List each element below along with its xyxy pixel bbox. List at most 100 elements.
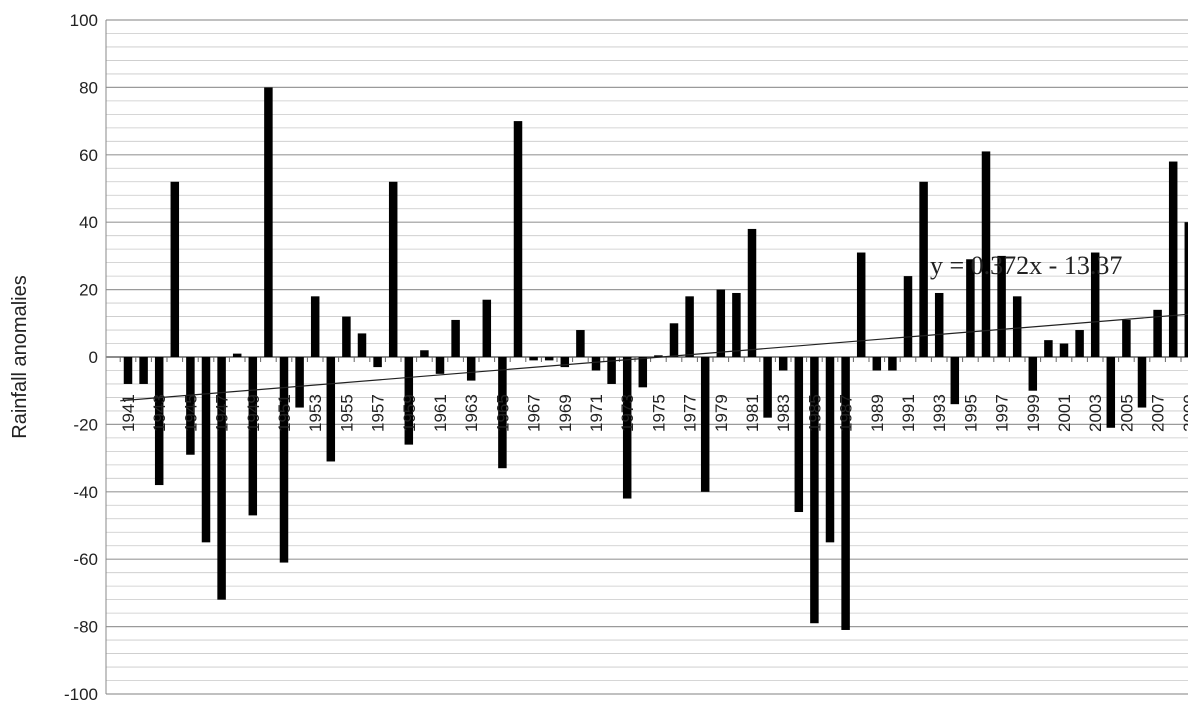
bar-1953	[310, 296, 320, 357]
bar-1977	[685, 296, 694, 357]
bar-1989	[872, 357, 882, 371]
y-tick-label: -20	[73, 415, 98, 434]
bar-2000	[1044, 340, 1053, 357]
x-tick-label: 1961	[431, 394, 450, 432]
bar-1970	[576, 330, 585, 357]
y-tick-label: 100	[70, 11, 98, 30]
x-tick-label: 1989	[868, 394, 887, 432]
bars	[123, 87, 1188, 630]
x-tick-labels: 1941 1943 1945 1947 1949 1951 1953 1955 1957 1959…	[119, 394, 1188, 432]
x-tick-label: 1943	[150, 394, 169, 432]
bar-2005	[1122, 319, 1131, 357]
bar-2003	[1090, 252, 1100, 357]
bar-1960	[420, 350, 429, 357]
x-tick-label: 1947	[213, 394, 232, 432]
x-tick-label: 1973	[618, 394, 637, 432]
bar-1944	[170, 181, 180, 357]
y-tick-label: 60	[79, 146, 98, 165]
x-tick-label: 1941	[119, 394, 138, 432]
bar-1956	[357, 333, 367, 357]
x-tick-label: 1977	[681, 394, 700, 432]
y-tick-label: -80	[73, 618, 98, 637]
bar-1982	[763, 357, 772, 418]
bar-1952	[295, 357, 304, 408]
x-tick-label: 1971	[587, 394, 606, 432]
bar-2002	[1075, 330, 1084, 357]
bar-1967	[529, 357, 538, 361]
x-tick-label: 1981	[743, 394, 762, 432]
x-tick-label: 1963	[462, 394, 481, 432]
bar-1947	[217, 357, 226, 600]
bar-1986	[825, 357, 835, 543]
bar-1978	[700, 357, 710, 492]
bar-1958	[388, 181, 398, 357]
bar-1987	[841, 357, 850, 630]
bar-1945	[186, 357, 195, 455]
x-tick-label: 1953	[306, 394, 325, 432]
bar-1957	[373, 357, 382, 368]
trendline-line	[120, 313, 1188, 402]
x-tick-label: 2007	[1149, 394, 1168, 432]
bar-1950	[264, 87, 273, 358]
bar-1948	[232, 353, 242, 357]
x-tick-label: 1959	[400, 394, 419, 432]
bar-1976	[669, 323, 679, 357]
bar-1972	[607, 357, 616, 384]
bar-2007	[1153, 309, 1162, 357]
bar-1998	[1012, 296, 1022, 357]
x-tick-label: 1967	[525, 394, 544, 432]
bar-1941	[123, 357, 133, 384]
x-tick-label: 2009	[1180, 394, 1188, 432]
bar-1973	[622, 357, 632, 499]
bar-1971	[591, 357, 601, 371]
y-tick-label: 20	[79, 281, 98, 300]
x-tick-label: 1945	[181, 394, 200, 432]
bar-1955	[342, 316, 351, 357]
bar-1985	[810, 357, 819, 624]
bar-1961	[435, 357, 445, 374]
bar-2001	[1059, 343, 1069, 357]
bar-1990	[888, 357, 897, 371]
y-tick-labels: 100 80 60 40 20 0 -20 -40 -60 -80 -100	[64, 11, 98, 704]
y-tick-label: -60	[73, 550, 98, 569]
x-tick-label: 1955	[337, 394, 356, 432]
bar-1965	[498, 357, 507, 469]
bar-1988	[856, 252, 866, 357]
bar-1992	[919, 181, 928, 357]
bar-1969	[560, 357, 570, 368]
bar-1964	[482, 299, 492, 357]
y-tick-label: -100	[64, 685, 98, 704]
x-tick-label: 1965	[493, 394, 512, 432]
x-tick-label: 1995	[961, 394, 980, 432]
bar-1968	[544, 357, 554, 361]
bar-1999	[1028, 357, 1038, 391]
bar-1997	[997, 255, 1006, 357]
trendline-equation: y = 0.372x - 13.37	[930, 251, 1122, 280]
bar-1991	[903, 276, 913, 357]
x-tick-label: 1983	[774, 394, 793, 432]
bar-1984	[794, 357, 804, 513]
bar-1942	[139, 357, 148, 384]
y-tick-label: 40	[79, 213, 98, 232]
bar-1949	[248, 357, 258, 516]
x-tick-label: 2005	[1117, 394, 1136, 432]
bar-2004	[1106, 357, 1116, 428]
bar-1954	[326, 357, 336, 462]
bar-1943	[154, 357, 164, 486]
x-tick-label: 1985	[805, 394, 824, 432]
bar-1994	[950, 357, 960, 405]
bar-1993	[934, 292, 944, 357]
y-axis-label: Rainfall anomalies	[9, 275, 31, 438]
x-tick-label: 1991	[899, 394, 918, 432]
bar-1966	[513, 121, 523, 357]
bar-1983	[778, 357, 788, 371]
x-tick-label: 2001	[1055, 394, 1074, 432]
bar-1995	[966, 259, 975, 357]
bar-1963	[466, 357, 476, 381]
bar-1974	[638, 357, 648, 388]
bar-1981	[747, 228, 757, 357]
bar-2006	[1137, 357, 1147, 408]
x-tick-label: 1987	[837, 394, 856, 432]
bar-1946	[201, 357, 211, 543]
